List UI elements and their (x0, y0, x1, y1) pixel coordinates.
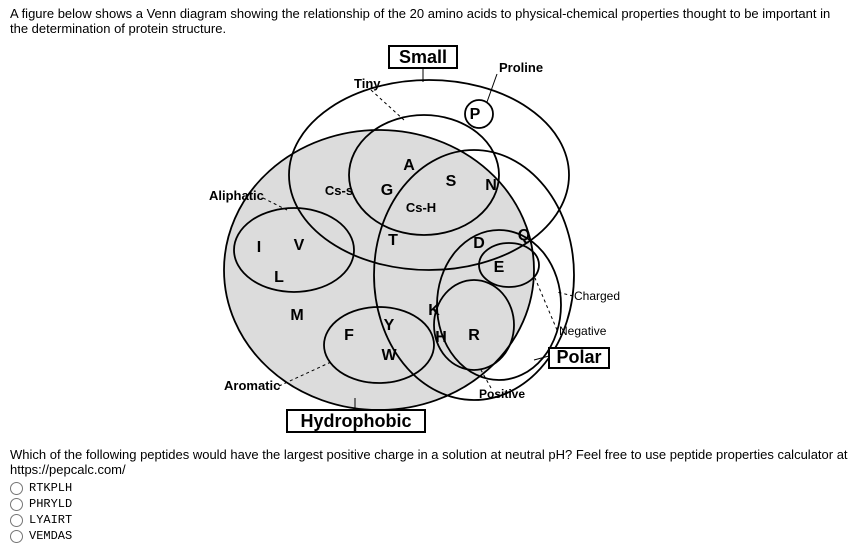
charged-leader (557, 292, 573, 296)
hydrophobic-box-label: Hydrophobic (301, 411, 412, 431)
polar-box-label: Polar (556, 347, 601, 367)
tiny-leader (371, 90, 404, 120)
aa-F: F (344, 327, 354, 344)
aa-E: E (494, 259, 505, 276)
negative-leader (535, 278, 557, 330)
venn-diagram: Small Hydrophobic Polar Tiny Proline Aliphati… (179, 40, 679, 443)
charged-label: Charged (574, 289, 620, 303)
aromatic-label: Aromatic (224, 378, 280, 393)
aa-S: S (446, 173, 457, 190)
option-label: PHRYLD (29, 497, 72, 511)
option-phryld[interactable]: PHRYLD (10, 497, 848, 511)
aa-L: L (274, 269, 284, 286)
tiny-label: Tiny (354, 76, 381, 91)
option-radio-0[interactable] (10, 482, 23, 495)
intro-text: A figure below shows a Venn diagram show… (10, 6, 848, 36)
aa-Css: Cs-s (325, 183, 353, 198)
aa-W: W (381, 347, 397, 364)
option-rtkplh[interactable]: RTKPLH (10, 481, 848, 495)
aa-G: G (381, 182, 393, 199)
aliphatic-label: Aliphatic (209, 188, 264, 203)
proline-label: Proline (499, 60, 543, 75)
aa-K: K (428, 302, 440, 319)
small-box-label: Small (399, 47, 447, 67)
answer-options: RTKPLH PHRYLD LYAIRT VEMDAS (10, 481, 848, 543)
aa-A: A (403, 157, 415, 174)
option-radio-1[interactable] (10, 498, 23, 511)
aa-Csh: Cs-H (406, 200, 436, 215)
aa-P: P (470, 106, 481, 123)
option-vemdas[interactable]: VEMDAS (10, 529, 848, 543)
aa-M: M (290, 307, 303, 324)
option-label: VEMDAS (29, 529, 72, 543)
negative-label: Negative (559, 324, 607, 338)
option-radio-3[interactable] (10, 530, 23, 543)
positive-label: Positive (479, 387, 525, 401)
aa-T: T (388, 232, 398, 249)
proline-leader (487, 74, 497, 102)
aa-I: I (257, 239, 261, 256)
option-radio-2[interactable] (10, 514, 23, 527)
option-label: RTKPLH (29, 481, 72, 495)
question-text: Which of the following peptides would ha… (10, 447, 848, 477)
aa-Y: Y (384, 317, 395, 334)
aa-N: N (485, 177, 497, 194)
aa-D: D (473, 235, 485, 252)
aa-V: V (294, 237, 305, 254)
option-label: LYAIRT (29, 513, 72, 527)
question-url: https://pepcalc.com/ (10, 462, 126, 477)
aa-Q: Q (518, 227, 530, 244)
question-prefix: Which of the following peptides would ha… (10, 447, 848, 462)
option-lyairt[interactable]: LYAIRT (10, 513, 848, 527)
page-root: A figure below shows a Venn diagram show… (0, 0, 858, 555)
aa-R: R (468, 327, 480, 344)
aa-H: H (435, 329, 447, 346)
